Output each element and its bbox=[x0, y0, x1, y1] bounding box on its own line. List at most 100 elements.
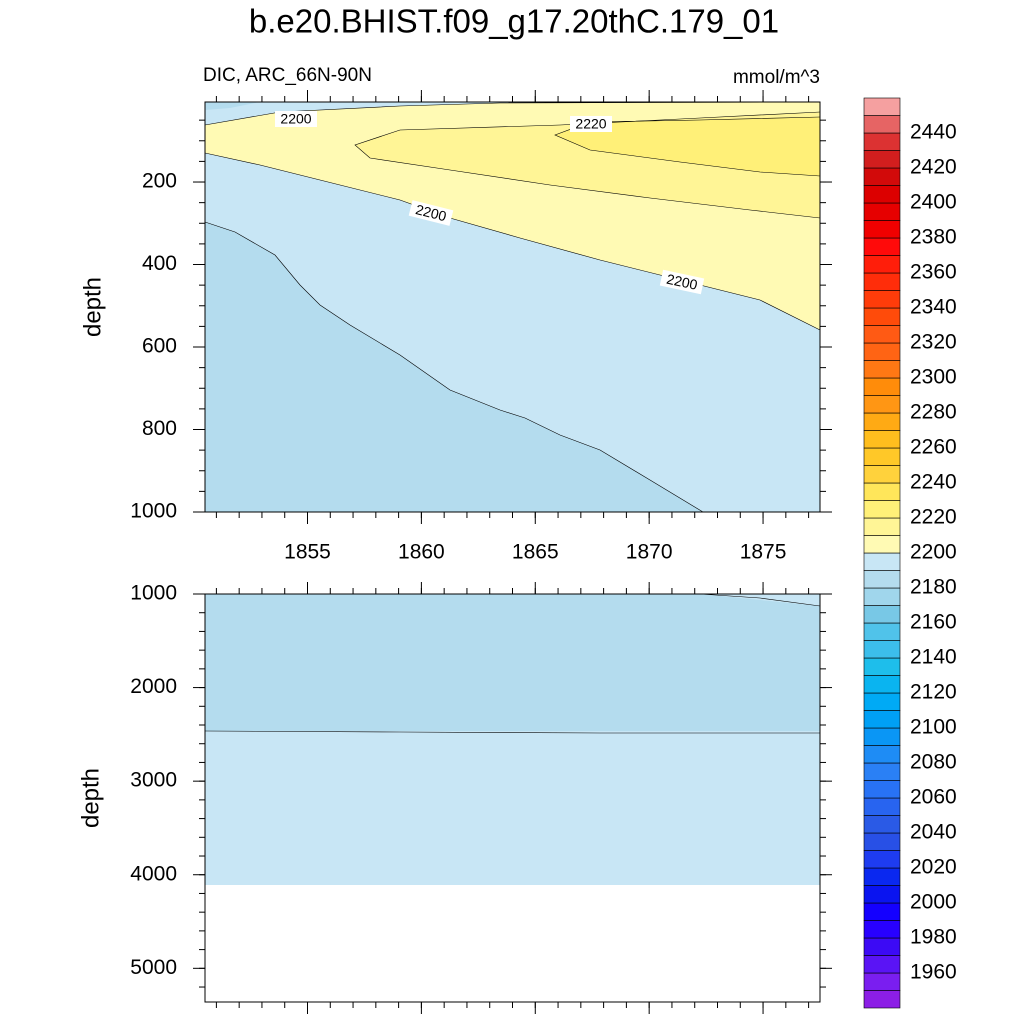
y-tick-label: 1000 bbox=[130, 500, 177, 523]
y-tick-label: 600 bbox=[142, 335, 177, 358]
panel-bottom-fills bbox=[204, 593, 821, 885]
colorbar-label: 2040 bbox=[910, 821, 957, 844]
colorbar-label: 2080 bbox=[910, 751, 957, 774]
contour-line bbox=[204, 152, 821, 331]
colorbar-box bbox=[863, 500, 901, 519]
colorbar-box bbox=[863, 972, 901, 991]
contour-label-text: 2200 bbox=[665, 271, 699, 293]
colorbar-label: 1960 bbox=[910, 961, 957, 984]
colorbar-box bbox=[863, 465, 901, 484]
colorbar-box bbox=[863, 692, 901, 711]
colorbar-box bbox=[863, 780, 901, 799]
colorbar-box bbox=[863, 395, 901, 414]
contour-label-text: 2200 bbox=[280, 111, 311, 127]
colorbar-box bbox=[863, 955, 901, 974]
colorbar-box bbox=[863, 675, 901, 694]
colorbar-box bbox=[863, 482, 901, 501]
colorbar-box bbox=[863, 517, 901, 536]
colorbar-label: 2100 bbox=[910, 716, 957, 739]
contour-fill bbox=[205, 731, 820, 885]
contour-label: 2200 bbox=[408, 200, 454, 226]
colorbar-box bbox=[863, 937, 901, 956]
x-tick-label: 1865 bbox=[512, 541, 559, 564]
colorbar-box bbox=[863, 605, 901, 624]
colorbar-box bbox=[863, 342, 901, 361]
subtitle-left: DIC, ARC_66N-90N bbox=[203, 65, 372, 86]
y-tick-label: 4000 bbox=[130, 862, 177, 885]
colorbar-box bbox=[863, 185, 901, 204]
colorbar-box bbox=[863, 832, 901, 851]
colorbar-box bbox=[863, 412, 901, 431]
contour-label: 2200 bbox=[275, 111, 317, 127]
contour-label-bg bbox=[275, 111, 317, 127]
colorbar-box bbox=[863, 220, 901, 239]
contour-line bbox=[204, 221, 704, 513]
colorbar-box bbox=[863, 307, 901, 326]
colorbar-label: 2280 bbox=[910, 401, 957, 424]
colorbar-box bbox=[863, 745, 901, 764]
contour-fill bbox=[555, 117, 820, 176]
x-tick-label: 1875 bbox=[740, 541, 787, 564]
contour-label: 2200 bbox=[659, 269, 705, 295]
colorbar-label: 2140 bbox=[910, 646, 957, 669]
colorbar-label: 2060 bbox=[910, 786, 957, 809]
colorbar-box bbox=[863, 132, 901, 151]
colorbar-label: 2300 bbox=[910, 366, 957, 389]
colorbar-box bbox=[863, 255, 901, 274]
y-axis-label: depth bbox=[77, 768, 104, 828]
contour-fill bbox=[205, 102, 260, 110]
colorbar-box bbox=[863, 867, 901, 886]
colorbar-box bbox=[863, 202, 901, 221]
y-tick-label: 800 bbox=[142, 417, 177, 440]
colorbar-label: 2000 bbox=[910, 891, 957, 914]
colorbar-box bbox=[863, 552, 901, 571]
contour-label: 2220 bbox=[570, 116, 612, 132]
colorbar-label: 2320 bbox=[910, 331, 957, 354]
x-tick-label: 1860 bbox=[398, 541, 445, 564]
colorbar-box bbox=[863, 535, 901, 554]
colorbar-label: 2240 bbox=[910, 471, 957, 494]
colorbar-box bbox=[863, 990, 901, 1009]
colorbar-box bbox=[863, 237, 901, 256]
colorbar-label: 2400 bbox=[910, 191, 957, 214]
colorbar-label: 2420 bbox=[910, 156, 957, 179]
contour-label-bg bbox=[408, 200, 454, 226]
colorbar-box bbox=[863, 710, 901, 729]
y-tick-label: 1000 bbox=[130, 582, 177, 605]
colorbar-box bbox=[863, 377, 901, 396]
contour-fill bbox=[700, 594, 820, 606]
colorbar-label: 2440 bbox=[910, 121, 957, 144]
colorbar-box bbox=[863, 587, 901, 606]
contour-line bbox=[554, 116, 821, 177]
colorbar-box bbox=[863, 570, 901, 589]
contour-line bbox=[699, 593, 821, 607]
colorbar-box bbox=[863, 360, 901, 379]
colorbar-box bbox=[863, 430, 901, 449]
chart-title: b.e20.BHIST.f09_g17.20thC.179_01 bbox=[249, 3, 779, 40]
colorbar-label: 2180 bbox=[910, 576, 957, 599]
colorbar-box bbox=[863, 622, 901, 641]
colorbar-label: 2340 bbox=[910, 296, 957, 319]
colorbar-box bbox=[863, 97, 901, 116]
panel-top-fills bbox=[204, 101, 821, 513]
colorbar-box bbox=[863, 902, 901, 921]
colorbar-label: 2260 bbox=[910, 436, 957, 459]
x-tick-label: 1855 bbox=[284, 541, 331, 564]
contour-label-text: 2200 bbox=[414, 201, 448, 224]
colorbar-label: 2020 bbox=[910, 856, 957, 879]
colorbar-box bbox=[863, 447, 901, 466]
colorbar-label: 2220 bbox=[910, 506, 957, 529]
contour-line bbox=[204, 730, 820, 734]
colorbar-box bbox=[863, 850, 901, 869]
colorbar-box bbox=[863, 762, 901, 781]
x-tick-label: 1870 bbox=[626, 541, 673, 564]
contour-label-bg bbox=[570, 116, 612, 132]
contour-line bbox=[204, 101, 821, 126]
subtitle-right: mmol/m^3 bbox=[733, 67, 820, 88]
colorbar-label: 1980 bbox=[910, 926, 957, 949]
contour-fill bbox=[205, 222, 703, 512]
colorbar-box bbox=[863, 727, 901, 746]
colorbar-box bbox=[863, 885, 901, 904]
contour-fill bbox=[205, 594, 820, 732]
